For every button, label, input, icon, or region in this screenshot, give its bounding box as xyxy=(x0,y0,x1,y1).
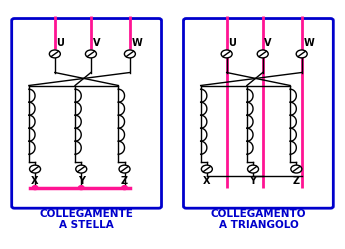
FancyBboxPatch shape xyxy=(12,18,161,208)
Text: W: W xyxy=(303,38,314,48)
Text: U: U xyxy=(57,38,65,48)
Text: W: W xyxy=(131,38,142,48)
Circle shape xyxy=(86,50,96,58)
Text: Y: Y xyxy=(249,176,257,186)
Text: Z: Z xyxy=(293,176,300,186)
Text: Z: Z xyxy=(121,176,128,186)
Circle shape xyxy=(296,50,307,58)
Text: V: V xyxy=(93,38,100,48)
Text: X: X xyxy=(31,176,39,186)
Circle shape xyxy=(49,50,60,58)
Circle shape xyxy=(257,50,268,58)
FancyBboxPatch shape xyxy=(184,18,333,208)
Circle shape xyxy=(201,165,213,173)
Text: U: U xyxy=(228,38,236,48)
Circle shape xyxy=(248,165,258,173)
Circle shape xyxy=(79,186,84,190)
Text: V: V xyxy=(265,38,272,48)
Circle shape xyxy=(291,165,302,173)
Text: X: X xyxy=(203,176,210,186)
Circle shape xyxy=(122,186,127,190)
Circle shape xyxy=(221,50,232,58)
Circle shape xyxy=(32,186,38,190)
Text: Y: Y xyxy=(78,176,85,186)
Circle shape xyxy=(30,165,41,173)
Text: COLLEGAMENTO
A TRIANGOLO: COLLEGAMENTO A TRIANGOLO xyxy=(211,209,306,230)
Circle shape xyxy=(119,165,130,173)
Text: COLLEGAMENTE
A STELLA: COLLEGAMENTE A STELLA xyxy=(40,209,134,230)
Circle shape xyxy=(76,165,87,173)
Circle shape xyxy=(125,50,135,58)
